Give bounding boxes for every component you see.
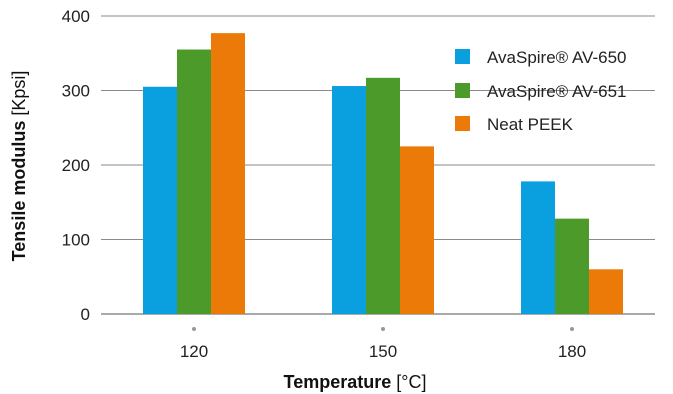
bar: [400, 146, 434, 314]
x-tick-label: 180: [558, 342, 586, 361]
legend-swatch: [455, 116, 470, 131]
x-tick-dot: [570, 327, 574, 331]
y-tick-label: 0: [81, 305, 90, 324]
legend-swatch: [455, 83, 470, 98]
bar: [177, 49, 211, 315]
x-tick-label: 120: [180, 342, 208, 361]
y-tick-labels: 0 100 200 300 400: [62, 7, 90, 324]
bar: [332, 86, 366, 314]
bar: [589, 269, 623, 314]
x-tick-dot: [192, 327, 196, 331]
bar: [211, 33, 245, 314]
y-axis-title: Tensile modulus [Kpsi]: [9, 71, 29, 262]
y-tick-label: 100: [62, 231, 90, 250]
x-tick-label: 150: [369, 342, 397, 361]
bars: [143, 33, 623, 315]
legend-label: AvaSpire® AV-650: [487, 48, 627, 67]
legend-swatch: [455, 49, 470, 64]
y-tick-label: 400: [62, 7, 90, 26]
bar: [555, 218, 589, 314]
bar: [143, 86, 177, 315]
legend: AvaSpire® AV-650 AvaSpire® AV-651 Neat PEE…: [455, 48, 627, 134]
x-tick-labels: 120 150 180: [180, 327, 586, 361]
bar: [521, 181, 555, 314]
bar: [366, 77, 400, 315]
y-tick-label: 200: [62, 156, 90, 175]
x-axis-title: Temperature [°C]: [284, 372, 427, 392]
x-tick-dot: [381, 327, 385, 331]
legend-label: AvaSpire® AV-651: [487, 82, 627, 101]
y-tick-label: 300: [62, 82, 90, 101]
legend-label: Neat PEEK: [487, 115, 574, 134]
